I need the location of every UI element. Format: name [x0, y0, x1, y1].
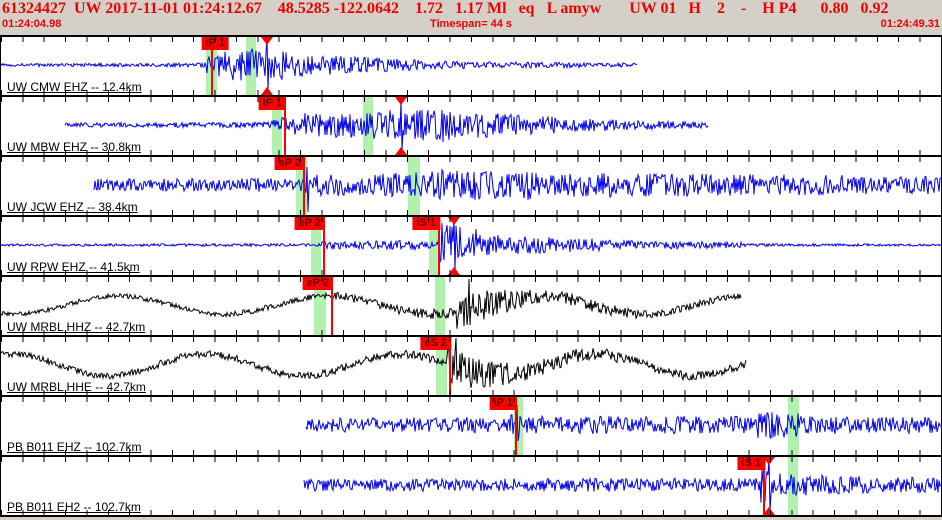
- phase-pick-flag[interactable]: eS 2: [420, 337, 451, 350]
- phase-pick-line: [211, 37, 213, 95]
- amplitude-marker-bottom-icon: [448, 267, 460, 275]
- timespan-label: Timespan= 44 s: [429, 18, 513, 30]
- amplitude-marker-bottom-icon: [261, 87, 273, 95]
- trace-label: UW CMW EHZ -- 12.4km: [7, 80, 142, 94]
- amplitude-marker-bottom-icon: [395, 147, 407, 155]
- seismogram-trace[interactable]: [1, 97, 941, 155]
- seismogram-trace[interactable]: [1, 397, 941, 455]
- highlight-band: [272, 97, 282, 155]
- waveform-panel-stack: iP 1 UW CMW EHZ -- 12.4km iP 1 UW MBW EHZ -…: [0, 35, 942, 517]
- trace-label: UW MRBL HHE -- 42.7km: [7, 380, 146, 394]
- phase-pick-flag[interactable]: eP 2: [274, 157, 305, 170]
- waveform-panel[interactable]: eP 2 UW JCW EHZ -- 38.4km: [1, 157, 941, 217]
- waveform-panel[interactable]: eS 2 UW MRBL HHE -- 42.7km: [1, 337, 941, 397]
- event-summary-line: 61324427 UW 2017-11-01 01:24:12.67 48.52…: [2, 0, 889, 17]
- phase-pick-line: [323, 217, 325, 275]
- trace-label: PB B011 EHZ -- 102.7km: [7, 440, 142, 454]
- trace-label: UW JCW EHZ -- 38.4km: [7, 200, 138, 214]
- phase-pick-flag[interactable]: eP 2: [302, 277, 333, 290]
- waveform-panel[interactable]: iS 1 PB B011 EH2 -- 102.7km: [1, 457, 941, 517]
- trace-label: UW MBW EHZ -- 30.8km: [7, 140, 141, 154]
- seismogram-trace[interactable]: [1, 37, 941, 95]
- highlight-band: [246, 37, 256, 95]
- seismogram-trace[interactable]: [1, 277, 941, 335]
- highlight-band: [436, 337, 447, 395]
- amplitude-marker-top-icon: [448, 217, 460, 225]
- seismogram-trace[interactable]: [1, 337, 941, 395]
- waveform-panel[interactable]: iP 1 PB B011 EHZ -- 102.7km: [1, 397, 941, 457]
- phase-pick-flag[interactable]: iS 1: [412, 217, 440, 230]
- phase-pick-flag[interactable]: iP 1: [258, 97, 286, 110]
- highlight-band: [314, 277, 326, 335]
- highlight-band: [408, 157, 420, 215]
- trace-label: UW RPW EHZ -- 41.5km: [7, 260, 140, 274]
- waveform-panel[interactable]: eP 2 UW MRBL HHZ -- 42.7km: [1, 277, 941, 337]
- amplitude-marker-bottom-icon: [763, 507, 775, 515]
- phase-pick-flag[interactable]: iP 1: [489, 397, 517, 410]
- phase-pick-line: [438, 217, 440, 275]
- phase-pick-flag[interactable]: iP 1: [201, 37, 229, 50]
- seismogram-trace[interactable]: [1, 157, 941, 215]
- seismogram-trace[interactable]: [1, 457, 941, 515]
- phase-pick-line: [515, 397, 517, 455]
- highlight-band: [435, 277, 445, 335]
- waveform-panel[interactable]: iP 1 UW MBW EHZ -- 30.8km: [1, 97, 941, 157]
- time-window-bar: 01:24:04.98 Timespan= 44 s 01:24:49.31: [0, 17, 942, 33]
- amplitude-marker-top-icon: [395, 97, 407, 105]
- window-end-time: 01:24:49.31: [880, 18, 940, 30]
- phase-pick-flag[interactable]: iS 1: [737, 457, 765, 470]
- trace-label: PB B011 EH2 -- 102.7km: [7, 500, 141, 514]
- phase-pick-line: [763, 457, 765, 515]
- waveform-panel[interactable]: eP 2 iS 1 UW RPW EHZ -- 41.5km: [1, 217, 941, 277]
- phase-pick-line: [331, 277, 333, 335]
- amplitude-marker-top-icon: [261, 37, 273, 45]
- trace-label: UW MRBL HHZ -- 42.7km: [7, 320, 146, 334]
- window-start-time: 01:24:04.98: [2, 18, 62, 30]
- phase-pick-line: [303, 157, 305, 215]
- phase-pick-line: [284, 97, 286, 155]
- amplitude-marker-top-icon: [763, 457, 775, 465]
- phase-pick-flag[interactable]: eP 2: [294, 217, 325, 230]
- seismogram-trace[interactable]: [1, 217, 941, 275]
- highlight-band: [514, 397, 523, 455]
- phase-pick-line: [449, 337, 451, 395]
- waveform-panel[interactable]: iP 1 UW CMW EHZ -- 12.4km: [1, 37, 941, 97]
